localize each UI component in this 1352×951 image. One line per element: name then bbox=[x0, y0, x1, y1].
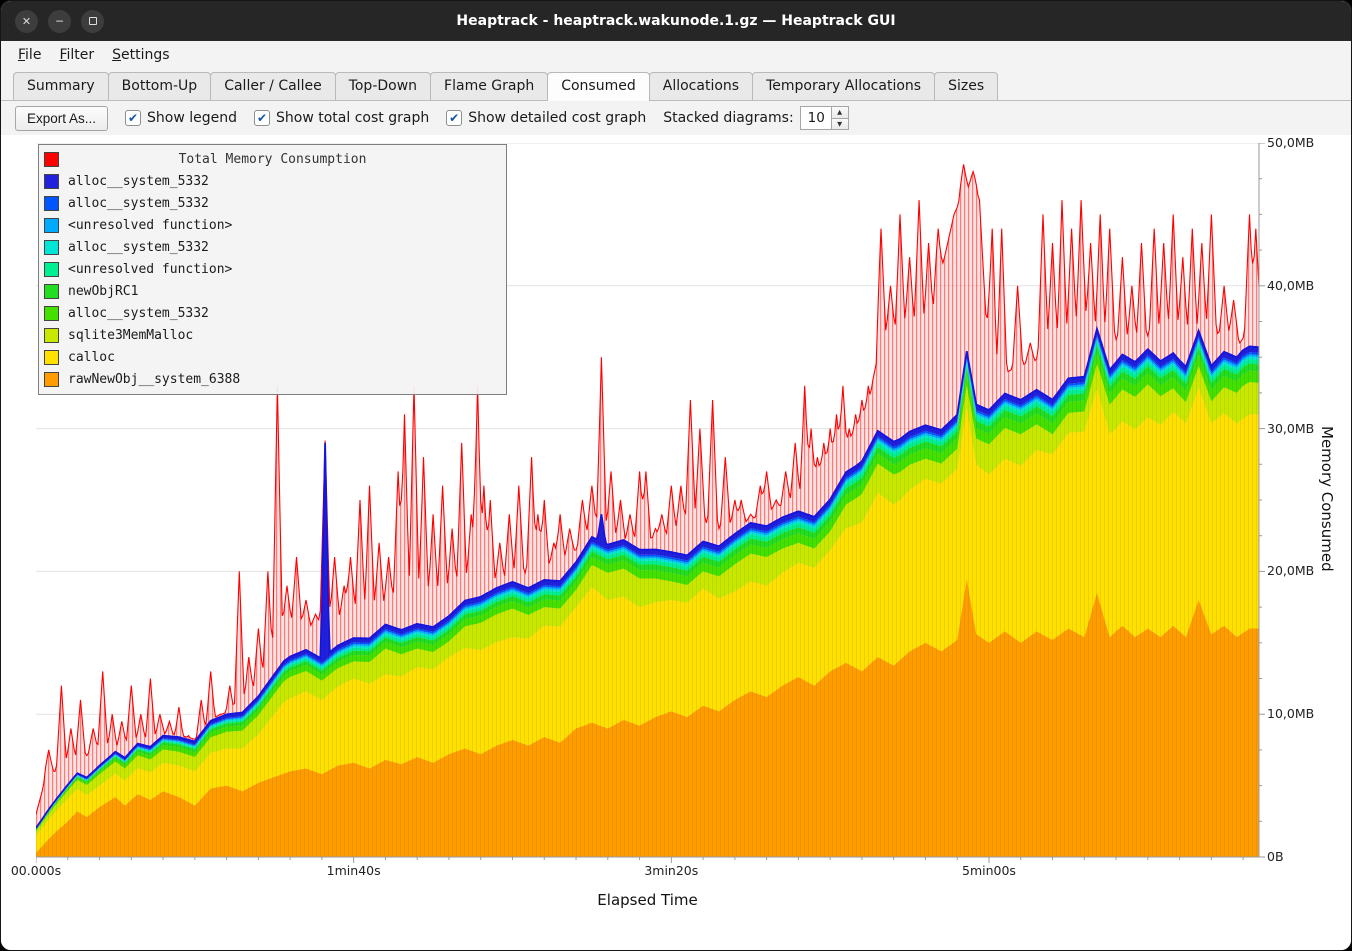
spin-buttons: ▲ ▼ bbox=[832, 106, 849, 130]
legend-swatch bbox=[44, 284, 59, 299]
legend-item: rawNewObj__system_6388 bbox=[39, 368, 506, 390]
menu-bar: FileFilterSettings bbox=[1, 41, 1351, 69]
legend-title-row: Total Memory Consumption bbox=[39, 148, 506, 170]
titlebar: ✕ ─ Heaptrack - heaptrack.wakunode.1.gz … bbox=[1, 1, 1351, 41]
toolbar: Export As... ✔ Show legend ✔ Show total cos… bbox=[1, 101, 1351, 135]
y-tick-label: 0B bbox=[1267, 849, 1284, 864]
stacked-diagrams-input[interactable]: 10 bbox=[800, 106, 832, 130]
maximize-icon bbox=[89, 17, 97, 25]
legend-label: <unresolved function> bbox=[68, 218, 232, 233]
menu-item-settings[interactable]: Settings bbox=[103, 44, 178, 66]
heaptrack-window: ✕ ─ Heaptrack - heaptrack.wakunode.1.gz … bbox=[0, 0, 1352, 951]
spin-down-button[interactable]: ▼ bbox=[832, 118, 849, 131]
legend-swatch bbox=[44, 174, 59, 189]
x-axis-title: Elapsed Time bbox=[36, 891, 1259, 909]
legend-item: alloc__system_5332 bbox=[39, 236, 506, 258]
spin-down-icon: ▼ bbox=[837, 120, 842, 128]
maximize-button[interactable] bbox=[81, 10, 104, 33]
export-as-button[interactable]: Export As... bbox=[15, 106, 108, 131]
tab-top-down[interactable]: Top-Down bbox=[335, 72, 431, 100]
minimize-button[interactable]: ─ bbox=[48, 10, 71, 33]
tab-bar: SummaryBottom-UpCaller / CalleeTop-DownF… bbox=[1, 69, 1351, 101]
legend-label: sqlite3MemMalloc bbox=[68, 328, 193, 343]
checkbox-box: ✔ bbox=[254, 110, 270, 126]
menu-item-file[interactable]: File bbox=[9, 44, 50, 66]
x-tick-label: 1min40s bbox=[309, 863, 399, 878]
x-tick-label: 00.000s bbox=[0, 863, 81, 878]
tab-sizes[interactable]: Sizes bbox=[934, 72, 998, 100]
legend-label: rawNewObj__system_6388 bbox=[68, 372, 240, 387]
spin-up-icon: ▲ bbox=[837, 108, 842, 116]
tab-flame-graph[interactable]: Flame Graph bbox=[430, 72, 548, 100]
legend-label: newObjRC1 bbox=[68, 284, 138, 299]
legend-item: <unresolved function> bbox=[39, 258, 506, 280]
legend-item: calloc bbox=[39, 346, 506, 368]
legend-swatch bbox=[44, 218, 59, 233]
checkbox-label: Show legend bbox=[147, 110, 237, 126]
checkbox-show-legend[interactable]: ✔ Show legend bbox=[125, 110, 237, 126]
y-tick-label: 20,0MB bbox=[1267, 563, 1314, 578]
window-controls: ✕ ─ bbox=[15, 10, 104, 33]
tab-allocations[interactable]: Allocations bbox=[649, 72, 753, 100]
spin-up-button[interactable]: ▲ bbox=[832, 106, 849, 118]
legend-label: alloc__system_5332 bbox=[68, 174, 209, 189]
close-icon: ✕ bbox=[22, 16, 31, 27]
checkbox-box: ✔ bbox=[446, 110, 462, 126]
checkbox-label: Show detailed cost graph bbox=[468, 110, 646, 126]
legend-label: alloc__system_5332 bbox=[68, 240, 209, 255]
tab-temporary-allocations[interactable]: Temporary Allocations bbox=[752, 72, 935, 100]
legend-swatch bbox=[44, 328, 59, 343]
legend-label: alloc__system_5332 bbox=[68, 196, 209, 211]
y-tick-label: 10,0MB bbox=[1267, 706, 1314, 721]
legend-swatch bbox=[44, 372, 59, 387]
minimize-icon: ─ bbox=[56, 16, 63, 27]
legend-item: alloc__system_5332 bbox=[39, 170, 506, 192]
y-tick-label: 30,0MB bbox=[1267, 421, 1314, 436]
tab-summary[interactable]: Summary bbox=[13, 72, 109, 100]
tab-consumed[interactable]: Consumed bbox=[547, 72, 650, 101]
legend-item: alloc__system_5332 bbox=[39, 192, 506, 214]
checkbox-label: Show total cost graph bbox=[276, 110, 429, 126]
tab-caller-callee[interactable]: Caller / Callee bbox=[210, 72, 335, 100]
y-tick-label: 40,0MB bbox=[1267, 278, 1314, 293]
toolbar-checkboxes: ✔ Show legend ✔ Show total cost graph ✔ Show … bbox=[125, 110, 646, 126]
y-tick-label: 50,0MB bbox=[1267, 135, 1314, 150]
legend-label: calloc bbox=[68, 350, 115, 365]
legend-item: <unresolved function> bbox=[39, 214, 506, 236]
x-tick-label: 3min20s bbox=[626, 863, 716, 878]
y-axis-title: Memory Consumed bbox=[1318, 426, 1336, 572]
checkbox-box: ✔ bbox=[125, 110, 141, 126]
legend-swatch bbox=[44, 196, 59, 211]
close-button[interactable]: ✕ bbox=[15, 10, 38, 33]
legend-item: newObjRC1 bbox=[39, 280, 506, 302]
legend-item: sqlite3MemMalloc bbox=[39, 324, 506, 346]
stacked-diagrams-spinbox: 10 ▲ ▼ bbox=[800, 106, 849, 130]
chart-area: Total Memory Consumption alloc__system_53… bbox=[1, 135, 1351, 951]
menu-item-filter[interactable]: Filter bbox=[50, 44, 103, 66]
legend: Total Memory Consumption alloc__system_53… bbox=[38, 144, 507, 395]
tab-bottom-up[interactable]: Bottom-Up bbox=[108, 72, 212, 100]
legend-label: alloc__system_5332 bbox=[68, 306, 209, 321]
legend-swatch bbox=[44, 306, 59, 321]
legend-swatch bbox=[44, 350, 59, 365]
stacked-diagrams-label: Stacked diagrams: bbox=[663, 110, 793, 126]
legend-swatch bbox=[44, 240, 59, 255]
checkbox-show-total-cost-graph[interactable]: ✔ Show total cost graph bbox=[254, 110, 429, 126]
window-title: Heaptrack - heaptrack.wakunode.1.gz — He… bbox=[1, 13, 1351, 29]
checkbox-show-detailed-cost-graph[interactable]: ✔ Show detailed cost graph bbox=[446, 110, 646, 126]
legend-swatch bbox=[44, 262, 59, 277]
legend-label: <unresolved function> bbox=[68, 262, 232, 277]
legend-item: alloc__system_5332 bbox=[39, 302, 506, 324]
legend-title: Total Memory Consumption bbox=[39, 152, 506, 167]
x-tick-label: 5min00s bbox=[944, 863, 1034, 878]
